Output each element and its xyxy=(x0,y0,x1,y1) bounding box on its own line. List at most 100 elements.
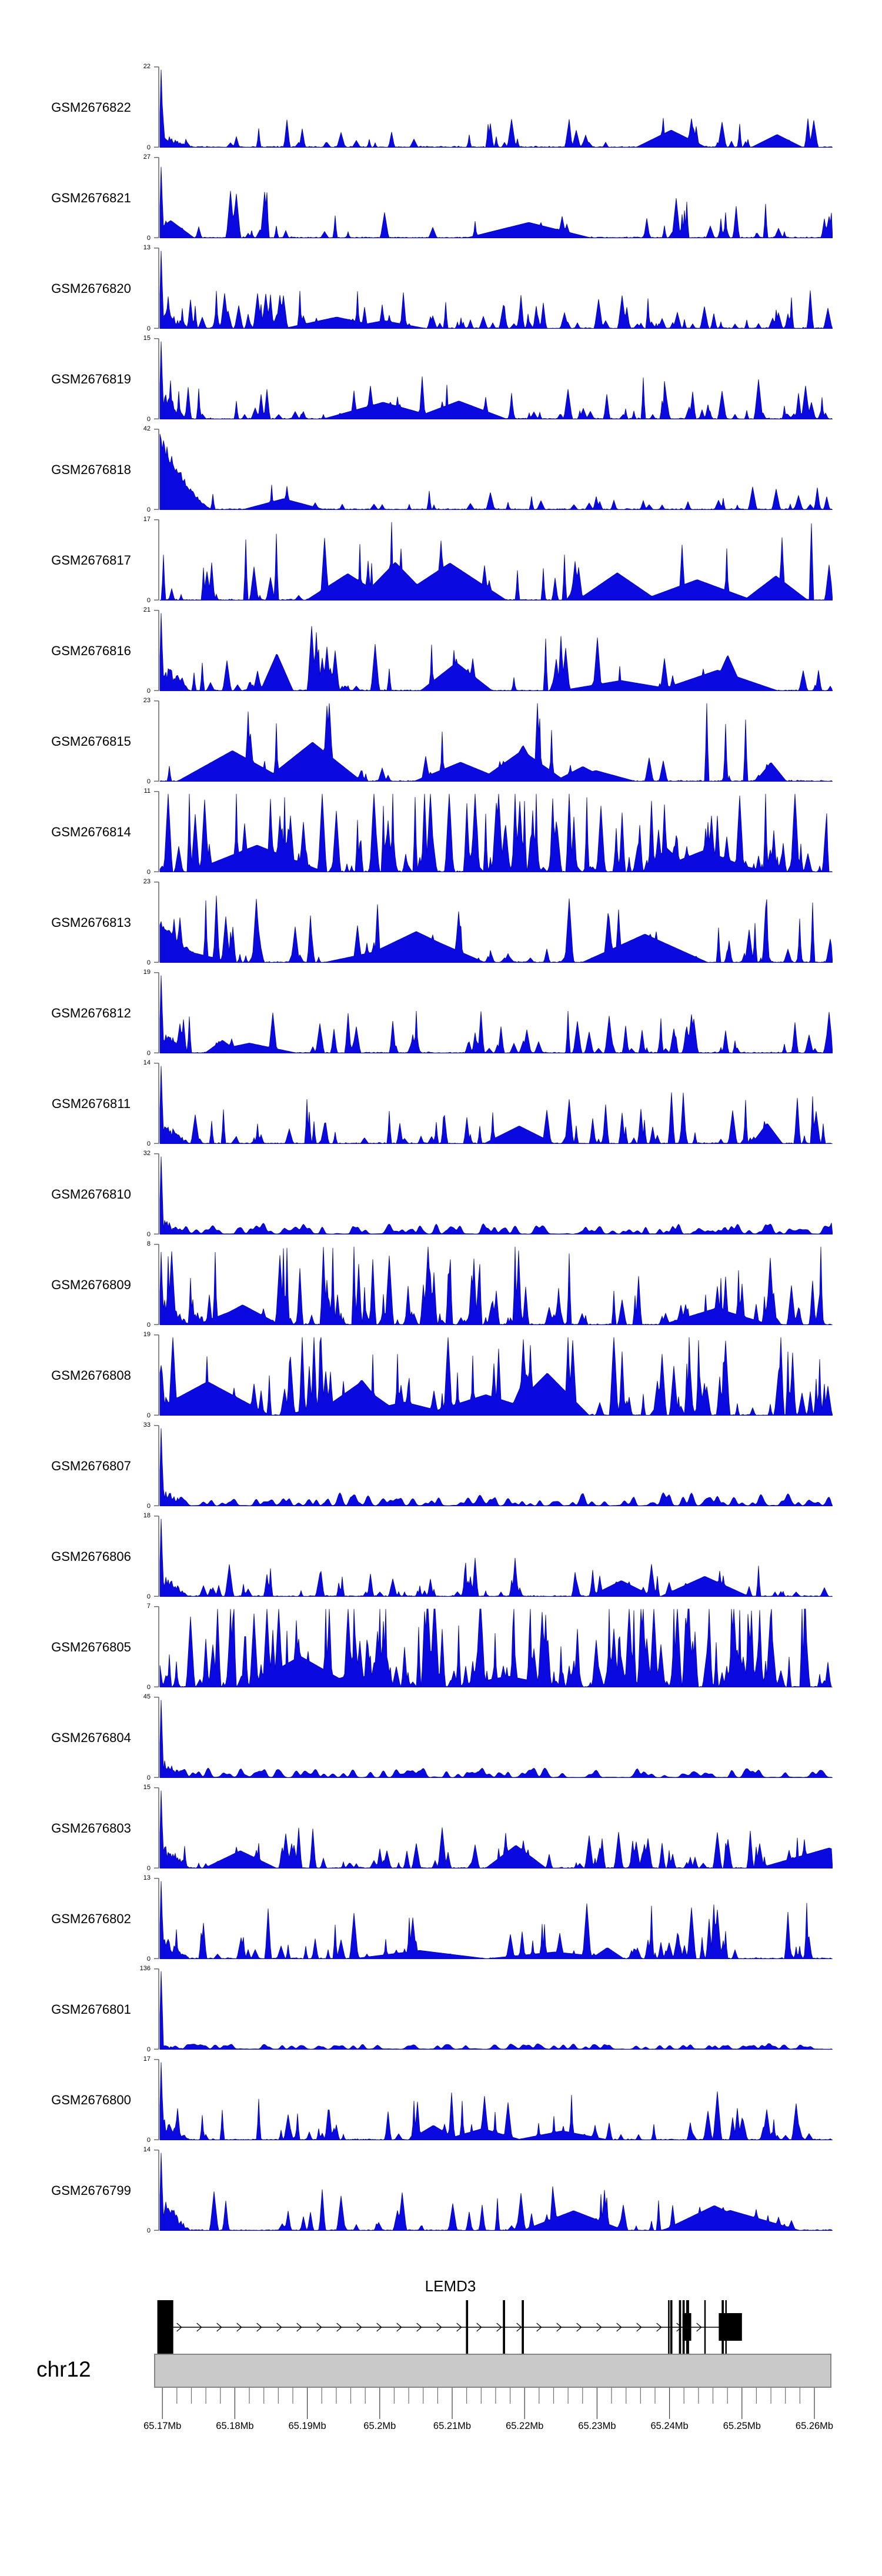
track-y-axis xyxy=(154,66,159,148)
track-ymax-label: 15 xyxy=(143,335,151,342)
track-ymin-label: 0 xyxy=(146,2137,151,2144)
exon-box-full xyxy=(686,2300,689,2354)
track-label: GSM2676810 xyxy=(51,1187,131,1202)
coverage-plot xyxy=(154,2150,833,2231)
track-ymin-label: 0 xyxy=(146,1503,151,1510)
track-label: GSM2676819 xyxy=(51,372,131,386)
track-ymax-label: 7 xyxy=(146,1603,151,1610)
track-y-axis xyxy=(154,610,159,691)
track-ymax-label: 32 xyxy=(143,1150,151,1157)
coverage-plot xyxy=(154,1878,833,1959)
coverage-plot xyxy=(154,1606,833,1687)
track-label: GSM2676805 xyxy=(51,1640,131,1654)
track-ymin-label: 0 xyxy=(146,1050,151,1057)
strand-arrow-icon xyxy=(516,2323,522,2332)
track-y-axis xyxy=(154,157,159,238)
track-ymax-label: 14 xyxy=(143,1059,151,1066)
track-label: GSM2676799 xyxy=(51,2183,131,2198)
track-y-axis xyxy=(154,519,159,600)
track-y-axis xyxy=(154,1244,159,1325)
track-ymin-label: 0 xyxy=(146,1322,151,1329)
track-ymax-label: 17 xyxy=(143,2056,151,2063)
exon-box-full xyxy=(721,2300,724,2354)
axis-tick-label: 65.17Mb xyxy=(143,2421,182,2431)
strand-arrow-icon xyxy=(336,2323,342,2332)
coverage-area xyxy=(159,341,833,419)
track-y-axis xyxy=(154,2059,159,2140)
track-label: GSM2676801 xyxy=(51,2002,131,2017)
track-y-axis xyxy=(154,791,159,872)
track-y-axis xyxy=(154,1334,159,1416)
exon-box-full xyxy=(670,2300,673,2354)
track-ymax-label: 13 xyxy=(143,1874,151,1881)
coverage-plot xyxy=(154,2059,833,2140)
track-ymin-label: 0 xyxy=(146,1231,151,1238)
coverage-area xyxy=(159,1066,833,1144)
track-ymax-label: 27 xyxy=(143,154,151,161)
coverage-plot xyxy=(154,248,833,329)
coverage-plot xyxy=(154,1425,833,1506)
exon-box-full xyxy=(668,2300,670,2354)
exon-box-full xyxy=(682,2300,685,2354)
coverage-plot xyxy=(154,429,833,510)
track-y-axis xyxy=(154,1606,159,1687)
track-ymin-label: 0 xyxy=(146,959,151,966)
track-ymax-label: 22 xyxy=(143,63,151,70)
strand-arrow-icon xyxy=(396,2323,402,2332)
strand-arrow-icon xyxy=(296,2323,302,2332)
exon-box-full xyxy=(522,2300,524,2354)
track-ymax-label: 42 xyxy=(143,425,151,432)
exon-box-full xyxy=(503,2300,505,2354)
coverage-plot xyxy=(154,157,833,238)
coverage-area xyxy=(159,2062,833,2140)
track-y-axis xyxy=(154,429,159,510)
track-ymin-label: 0 xyxy=(146,235,151,242)
track-ymax-label: 8 xyxy=(146,1240,151,1247)
strand-arrow-icon xyxy=(456,2323,462,2332)
track-y-axis xyxy=(154,1878,159,1959)
chromosome-ideogram xyxy=(154,2354,831,2388)
track-ymax-label: 23 xyxy=(143,697,151,704)
track-ymin-label: 0 xyxy=(146,144,151,151)
strand-arrow-icon xyxy=(636,2323,642,2332)
track-label: GSM2676814 xyxy=(51,825,131,839)
strand-arrow-icon xyxy=(576,2323,582,2332)
coverage-plot xyxy=(154,1697,833,1778)
track-label: GSM2676804 xyxy=(51,1730,131,1745)
coverage-area xyxy=(159,251,833,329)
strand-arrow-icon xyxy=(316,2323,322,2332)
coverage-plot xyxy=(154,1063,833,1144)
strand-arrow-icon xyxy=(236,2323,242,2332)
coverage-area xyxy=(159,1700,833,1778)
track-ymax-label: 19 xyxy=(143,1331,151,1338)
track-ymin-label: 0 xyxy=(146,1593,151,1600)
strand-arrow-icon xyxy=(416,2323,422,2332)
coverage-plot xyxy=(154,519,833,600)
track-label: GSM2676809 xyxy=(51,1277,131,1292)
track-label: GSM2676802 xyxy=(51,1911,131,1926)
coverage-plot xyxy=(154,1153,833,1234)
track-y-axis xyxy=(154,2150,159,2231)
coverage-area xyxy=(159,69,833,148)
track-ymax-label: 17 xyxy=(143,516,151,523)
track-y-axis xyxy=(154,1425,159,1506)
track-label: GSM2676806 xyxy=(51,1549,131,1564)
axis-tick-label: 65.18Mb xyxy=(216,2421,254,2431)
coverage-area xyxy=(159,522,833,600)
strand-arrow-icon xyxy=(356,2323,362,2332)
track-label: GSM2676808 xyxy=(51,1368,131,1383)
strand-arrow-icon xyxy=(216,2323,222,2332)
strand-arrow-icon xyxy=(176,2323,182,2332)
coverage-plot xyxy=(154,610,833,691)
track-label: GSM2676820 xyxy=(51,281,131,296)
coverage-area xyxy=(159,895,833,963)
coverage-area xyxy=(159,1609,833,1687)
coverage-area xyxy=(159,1246,833,1325)
axis-tick-label: 65.2Mb xyxy=(363,2421,396,2431)
coverage-plot xyxy=(154,972,833,1053)
track-y-axis xyxy=(154,882,159,963)
strand-arrow-icon xyxy=(496,2323,502,2332)
gene-name-label: LEMD3 xyxy=(425,2277,476,2295)
exon-box-full xyxy=(725,2300,727,2354)
